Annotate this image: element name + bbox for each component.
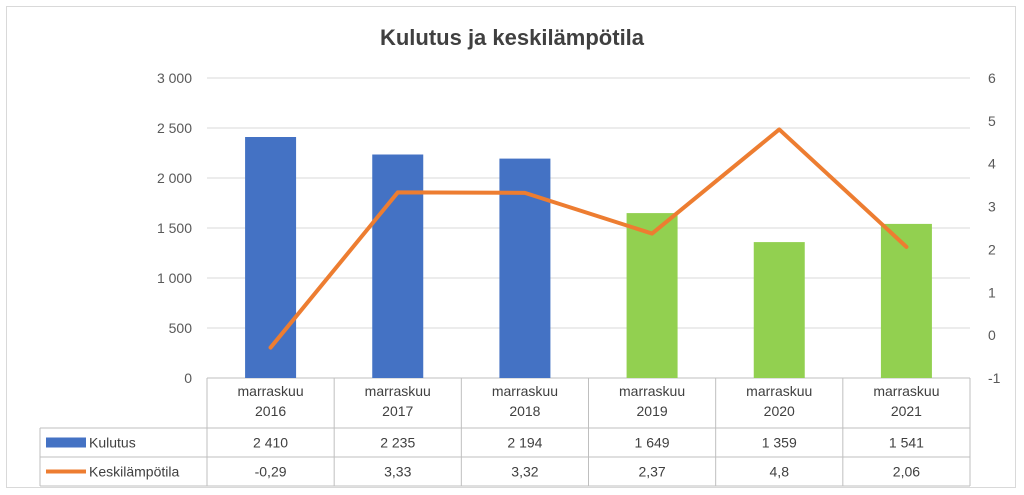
right-tick-label: 2 [988, 241, 996, 257]
gridlines [207, 77, 970, 379]
bar [626, 213, 678, 378]
data-label: 1 649 [635, 435, 670, 451]
right-tick-label: -1 [988, 370, 1001, 386]
right-axis: -1 0 1 2 3 4 5 6 [988, 70, 1001, 386]
legend-swatch-bar [46, 437, 86, 448]
data-table: marraskuu 2016 marraskuu 2017 marraskuu 2018 m… [39, 378, 971, 487]
data-label: 2,37 [638, 464, 665, 480]
data-label: 4,8 [770, 464, 790, 480]
left-tick-label: 3 000 [157, 70, 192, 86]
data-label: 1 359 [762, 435, 797, 451]
right-tick-label: 0 [988, 327, 996, 343]
chart-title: Kulutus ja keskilämpötila [380, 25, 645, 50]
line-series-keskilampotila [268, 127, 909, 350]
category-label: marraskuu 2017 [365, 383, 431, 419]
left-tick-label: 1 500 [157, 220, 192, 236]
category-label: marraskuu 2018 [492, 383, 558, 419]
left-tick-label: 1 000 [157, 270, 192, 286]
bar [499, 158, 551, 378]
bar [880, 223, 932, 378]
category-label: marraskuu 2016 [238, 383, 304, 419]
series-line [268, 127, 909, 350]
chart-frame [6, 6, 1016, 488]
right-tick-label: 4 [988, 156, 996, 172]
legend-series-name: Keskilämpötila [89, 464, 179, 480]
left-tick-label: 500 [169, 320, 193, 336]
bar [245, 137, 297, 378]
legend-series-name: Kulutus [89, 435, 136, 451]
bar [372, 154, 424, 378]
category-label: marraskuu 2019 [619, 383, 685, 419]
left-tick-label: 2 000 [157, 170, 192, 186]
data-label: 3,33 [384, 464, 411, 480]
category-label: marraskuu 2021 [873, 383, 939, 419]
left-tick-label: 0 [184, 370, 192, 386]
data-label: 2 235 [380, 435, 415, 451]
data-label: 2,06 [893, 464, 920, 480]
data-label: 3,32 [511, 464, 538, 480]
bar [753, 242, 805, 378]
right-tick-label: 1 [988, 284, 996, 300]
category-label: marraskuu 2020 [746, 383, 812, 419]
right-tick-label: 3 [988, 199, 996, 215]
right-tick-label: 5 [988, 113, 996, 129]
right-tick-label: 6 [988, 70, 996, 86]
data-label: 2 194 [507, 435, 542, 451]
left-axis: 0 500 1 000 1 500 2 000 2 500 3 000 [157, 70, 192, 386]
left-tick-label: 2 500 [157, 120, 192, 136]
data-label: 1 541 [889, 435, 924, 451]
data-label: -0,29 [255, 464, 287, 480]
data-label: 2 410 [253, 435, 288, 451]
